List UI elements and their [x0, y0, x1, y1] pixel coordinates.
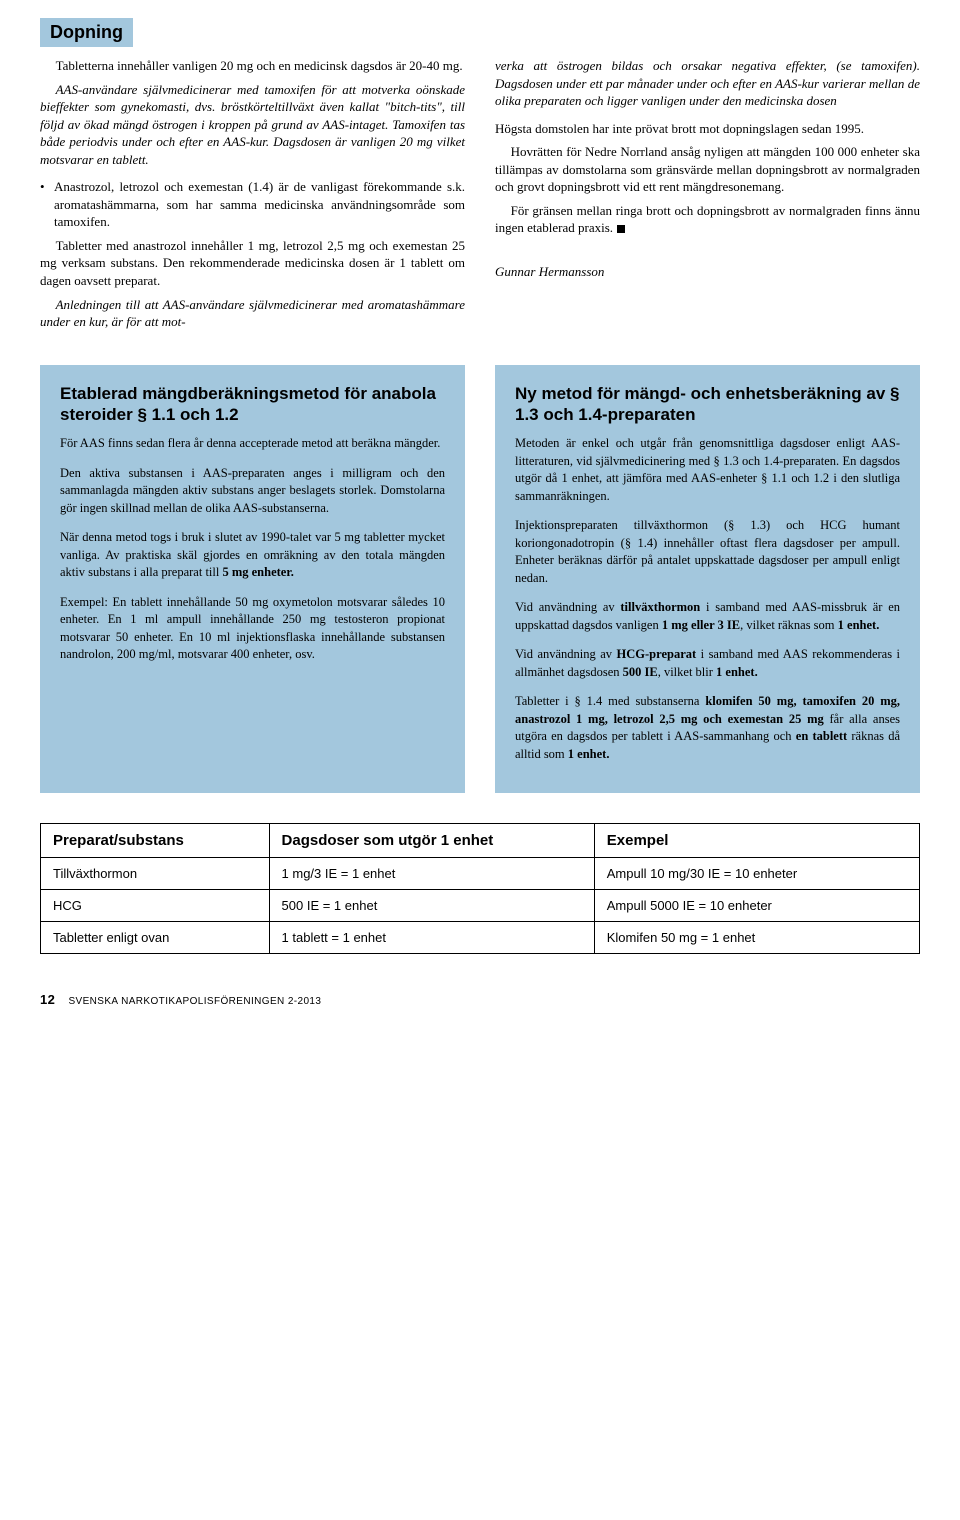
- bold-text: HCG-preparat: [617, 647, 697, 661]
- box-para: Vid användning av HCG-preparat i samband…: [515, 646, 900, 681]
- bold-text: 1 enhet.: [838, 618, 880, 632]
- box-title: Ny metod för mängd- och enhetsberäkning …: [515, 383, 900, 426]
- page-footer: 12 SVENSKA NARKOTIKAPOLISFÖRENINGEN 2-20…: [40, 992, 920, 1007]
- para: Anledningen till att AAS-användare själv…: [40, 296, 465, 331]
- left-column: Tabletterna innehåller vanligen 20 mg oc…: [40, 57, 465, 337]
- table-cell: Klomifen 50 mg = 1 enhet: [594, 922, 919, 954]
- text: Vid användning av: [515, 600, 620, 614]
- right-column: verka att östrogen bildas och orsakar ne…: [495, 57, 920, 337]
- bold-text: 1 enhet.: [568, 747, 610, 761]
- col-header: Preparat/substans: [41, 824, 270, 858]
- box-para: Metoden är enkel och utgår från genomsni…: [515, 435, 900, 505]
- table-cell: Tabletter enligt ovan: [41, 922, 270, 954]
- box-para: Injektionspreparaten tillväxthormon (§ 1…: [515, 517, 900, 587]
- page-number: 12: [40, 992, 55, 1007]
- text: Tabletter i § 1.4 med substanserna: [515, 694, 705, 708]
- para-text: För gränsen mellan ringa brott och dopni…: [495, 203, 920, 236]
- box-left: Etablerad mängdberäkningsmetod för anabo…: [40, 365, 465, 794]
- text: , vilket räknas som: [740, 618, 838, 632]
- section-tag: Dopning: [40, 18, 133, 47]
- bold-text: tillväxthormon: [620, 600, 700, 614]
- end-square-icon: [617, 225, 625, 233]
- text: Vid användning av: [515, 647, 617, 661]
- para: Tabletter med anastrozol innehåller 1 mg…: [40, 237, 465, 290]
- table-row: Tabletter enligt ovan 1 tablett = 1 enhe…: [41, 922, 920, 954]
- para: Hovrätten för Nedre Norrland ansåg nylig…: [495, 143, 920, 196]
- author: Gunnar Hermansson: [495, 263, 920, 281]
- para: AAS-användare självmedicinerar med tamox…: [40, 81, 465, 169]
- para: Tabletterna innehåller vanligen 20 mg oc…: [40, 57, 465, 75]
- bold-text: 5 mg enheter.: [222, 565, 293, 579]
- table-row: Tillväxthormon 1 mg/3 IE = 1 enhet Ampul…: [41, 858, 920, 890]
- box-para: För AAS finns sedan flera år denna accep…: [60, 435, 445, 453]
- table-cell: Tillväxthormon: [41, 858, 270, 890]
- table-cell: 500 IE = 1 enhet: [269, 890, 594, 922]
- box-para: Vid användning av tillväxthormon i samba…: [515, 599, 900, 634]
- table-cell: Ampull 10 mg/30 IE = 10 enheter: [594, 858, 919, 890]
- table-cell: 1 tablett = 1 enhet: [269, 922, 594, 954]
- bold-text: 500 IE: [623, 665, 658, 679]
- para: verka att östrogen bildas och orsakar ne…: [495, 57, 920, 110]
- info-boxes: Etablerad mängdberäkningsmetod för anabo…: [40, 365, 920, 794]
- box-title: Etablerad mängdberäkningsmetod för anabo…: [60, 383, 445, 426]
- dosage-table: Preparat/substans Dagsdoser som utgör 1 …: [40, 823, 920, 954]
- bold-text: 1 mg eller 3 IE: [662, 618, 740, 632]
- para: Högsta domstolen har inte prövat brott m…: [495, 120, 920, 138]
- bullet-para: Anastrozol, letrozol och exemestan (1.4)…: [40, 178, 465, 231]
- box-para: Exempel: En tablett innehållande 50 mg o…: [60, 594, 445, 664]
- table-header-row: Preparat/substans Dagsdoser som utgör 1 …: [41, 824, 920, 858]
- box-para: När denna metod togs i bruk i slutet av …: [60, 529, 445, 582]
- text: , vilket blir: [658, 665, 716, 679]
- table-cell: HCG: [41, 890, 270, 922]
- bold-text: 1 enhet.: [716, 665, 758, 679]
- bold-text: en tablett: [796, 729, 847, 743]
- table-row: HCG 500 IE = 1 enhet Ampull 5000 IE = 10…: [41, 890, 920, 922]
- box-para: Tabletter i § 1.4 med substanserna klomi…: [515, 693, 900, 763]
- box-para: Den aktiva substansen i AAS-preparaten a…: [60, 465, 445, 518]
- para-text: Anastrozol, letrozol och exemestan (1.4)…: [54, 179, 465, 229]
- table-cell: 1 mg/3 IE = 1 enhet: [269, 858, 594, 890]
- article-columns: Tabletterna innehåller vanligen 20 mg oc…: [40, 57, 920, 337]
- box-right: Ny metod för mängd- och enhetsberäkning …: [495, 365, 920, 794]
- footer-text: SVENSKA NARKOTIKAPOLISFÖRENINGEN 2-2013: [68, 996, 321, 1007]
- table-cell: Ampull 5000 IE = 10 enheter: [594, 890, 919, 922]
- para: För gränsen mellan ringa brott och dopni…: [495, 202, 920, 237]
- col-header: Dagsdoser som utgör 1 enhet: [269, 824, 594, 858]
- col-header: Exempel: [594, 824, 919, 858]
